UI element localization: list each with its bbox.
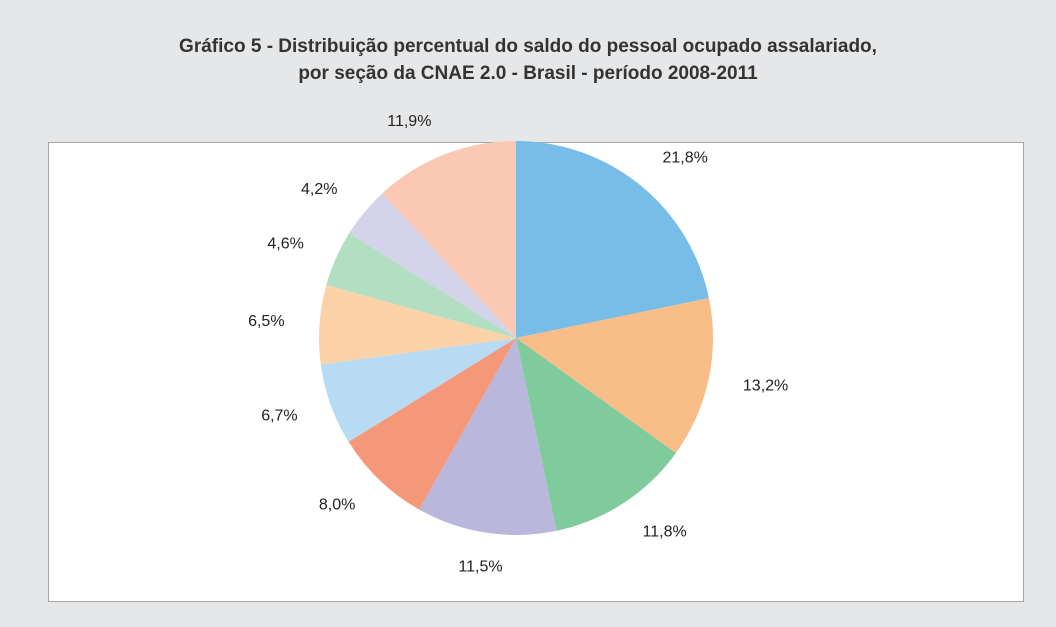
data-label: 6,7% xyxy=(261,408,297,425)
data-label: 4,2% xyxy=(301,181,337,198)
data-label: 4,6% xyxy=(267,235,303,252)
data-label: 11,9% xyxy=(387,113,431,130)
data-label: 6,5% xyxy=(248,313,284,330)
pie-slice xyxy=(348,338,516,510)
data-label: 8,0% xyxy=(319,497,355,514)
chart-title: por seção da CNAE 2.0 - Brasil - período… xyxy=(298,63,758,84)
pie-slice xyxy=(349,193,516,338)
pie-slice xyxy=(516,298,713,454)
data-label: 13,2% xyxy=(743,378,788,395)
pie-slice xyxy=(326,233,516,338)
pie-slice xyxy=(382,141,516,338)
pie-slice xyxy=(320,338,516,442)
chart-title: Gráfico 5 - Distribuição percentual do s… xyxy=(179,36,877,57)
pie-slice xyxy=(419,338,557,535)
data-label: 21,8% xyxy=(663,149,708,166)
pie-slice xyxy=(516,338,676,531)
pie-slice xyxy=(516,141,709,338)
pie-slice xyxy=(318,284,516,365)
data-label: 11,5% xyxy=(458,558,502,575)
data-label: 11,8% xyxy=(643,524,687,541)
